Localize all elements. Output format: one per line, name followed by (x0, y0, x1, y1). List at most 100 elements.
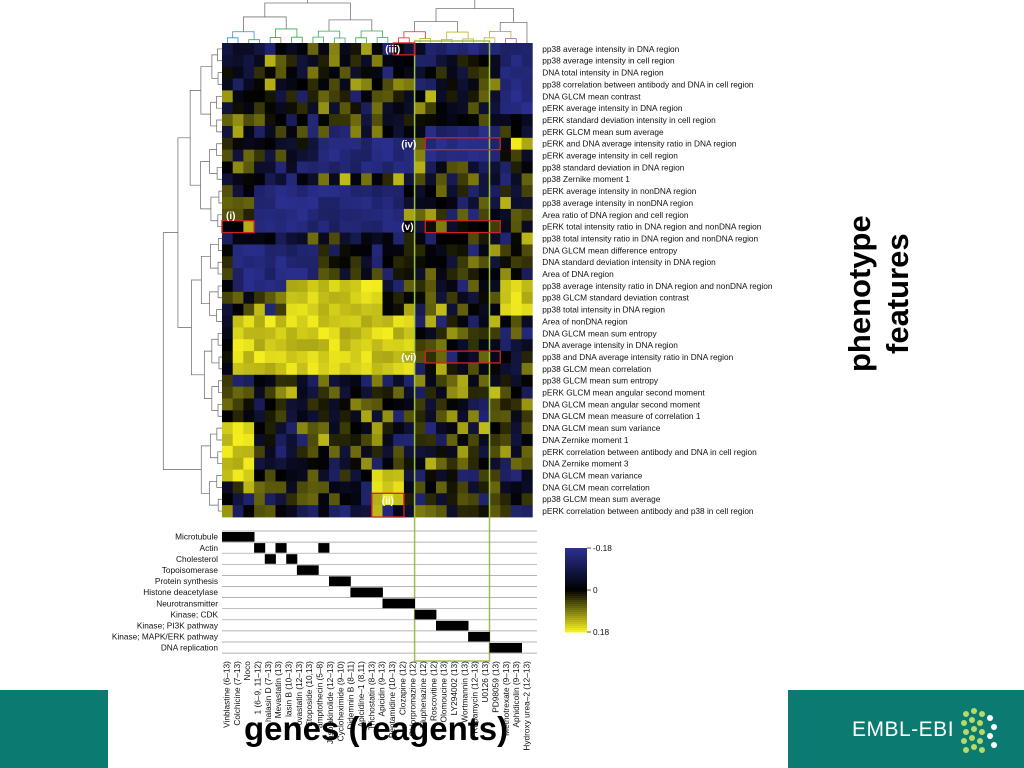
heatmap-cell (478, 386, 490, 399)
heatmap-cell (403, 481, 415, 494)
heatmap-cell (318, 469, 330, 482)
heatmap-cell (393, 208, 405, 222)
heatmap-cell (361, 351, 373, 364)
heatmap-cell (446, 244, 458, 257)
heatmap-cell (254, 114, 266, 127)
heatmap-cell (425, 66, 437, 79)
legend-swatch (565, 596, 587, 599)
heatmap-cell (382, 125, 394, 139)
heatmap-cell (307, 220, 319, 233)
heatmap-cell (350, 78, 362, 91)
category-label: Cholesterol (176, 554, 218, 564)
heatmap-cell (500, 161, 512, 174)
heatmap-cell (393, 173, 405, 186)
heatmap-cell (521, 422, 533, 435)
heatmap-cell (232, 137, 244, 151)
heatmap-cell (446, 303, 458, 316)
heatmap-cell (222, 398, 234, 411)
heatmap-cell (414, 149, 426, 162)
heatmap-cell (361, 291, 373, 305)
heatmap-cell (350, 493, 362, 506)
heatmap-cell (468, 481, 480, 494)
heatmap-cell (243, 149, 255, 162)
heatmap-cell (457, 268, 469, 281)
heatmap-cell (318, 339, 330, 352)
column-label: Cycloheximide (9–10) (335, 661, 345, 741)
category-mark (403, 598, 415, 609)
category-label: Actin (200, 543, 219, 553)
heatmap-cell (275, 149, 287, 162)
heatmap-cell (489, 422, 501, 435)
heatmap-cell (339, 398, 351, 411)
heatmap-cell (318, 161, 330, 174)
heatmap-cell (286, 469, 298, 482)
heatmap-cell (318, 90, 330, 103)
row-label: DNA GLCM mean sum entropy (542, 328, 657, 338)
heatmap-cell (436, 374, 448, 388)
heatmap-cell (361, 434, 373, 447)
heatmap-cell (296, 102, 308, 115)
heatmap-cell (243, 493, 255, 506)
dendrogram-branch (209, 149, 218, 174)
heatmap-cell (222, 445, 234, 459)
heatmap-cell (414, 102, 426, 115)
heatmap-cell (414, 197, 426, 210)
heatmap-cell (489, 339, 501, 352)
heatmap-cell (232, 280, 244, 293)
heatmap-cell (478, 161, 490, 174)
heatmap-cell (489, 410, 501, 423)
heatmap-cell (243, 54, 255, 68)
heatmap-cell (425, 351, 437, 364)
dendrogram-branch (360, 30, 383, 38)
legend-swatch (565, 552, 587, 555)
heatmap-cell (510, 398, 522, 411)
annotation-label: (iii) (385, 44, 400, 55)
heatmap-cell (339, 90, 351, 103)
heatmap-cell (254, 398, 266, 411)
heatmap-cell (371, 185, 383, 198)
column-label: Rapamycin (12–13) (470, 661, 480, 734)
heatmap-cell (500, 208, 512, 222)
column-label: Clozapine (12) (397, 661, 407, 715)
heatmap-cell (393, 327, 405, 340)
heatmap-cell (436, 339, 448, 352)
category-mark (371, 587, 383, 598)
heatmap-cell (371, 362, 383, 376)
heatmap-cell (436, 362, 448, 376)
heatmap-cell (243, 398, 255, 411)
heatmap-cell (403, 256, 415, 269)
heatmap-cell (457, 457, 469, 470)
heatmap-cell (275, 244, 287, 257)
heatmap-cell (425, 481, 437, 494)
heatmap-cell (436, 422, 448, 435)
heatmap-cell (339, 137, 351, 151)
dendrogram-branch (210, 101, 217, 127)
heatmap-cell (339, 457, 351, 470)
heatmap-cell (457, 43, 469, 56)
heatmap-cell (254, 339, 266, 352)
heatmap-cell (222, 303, 234, 316)
heatmap-cell (521, 327, 533, 340)
heatmap-cell (318, 315, 330, 328)
heatmap-cell (521, 398, 533, 411)
heatmap-cell (296, 220, 308, 233)
heatmap-cell (339, 256, 351, 269)
heatmap-cell (500, 445, 512, 459)
heatmap-cell (457, 422, 469, 435)
heatmap-cell (510, 315, 522, 328)
heatmap-cell (275, 493, 287, 506)
heatmap-cell (436, 125, 448, 139)
column-label: amptothecin (5–8) (315, 661, 325, 728)
heatmap-cell (393, 244, 405, 257)
heatmap-cell (500, 422, 512, 435)
heatmap-cell (414, 268, 426, 281)
heatmap-cell (350, 280, 362, 293)
heatmap-cell (264, 410, 276, 423)
heatmap-cell (403, 445, 415, 459)
column-label: LY294002 (13) (449, 661, 459, 716)
dendrogram-branch (203, 350, 212, 399)
heatmap-cell (457, 137, 469, 151)
heatmap-cell (296, 434, 308, 447)
heatmap-cell (500, 339, 512, 352)
column-label: Olomoucine (13) (439, 661, 449, 723)
